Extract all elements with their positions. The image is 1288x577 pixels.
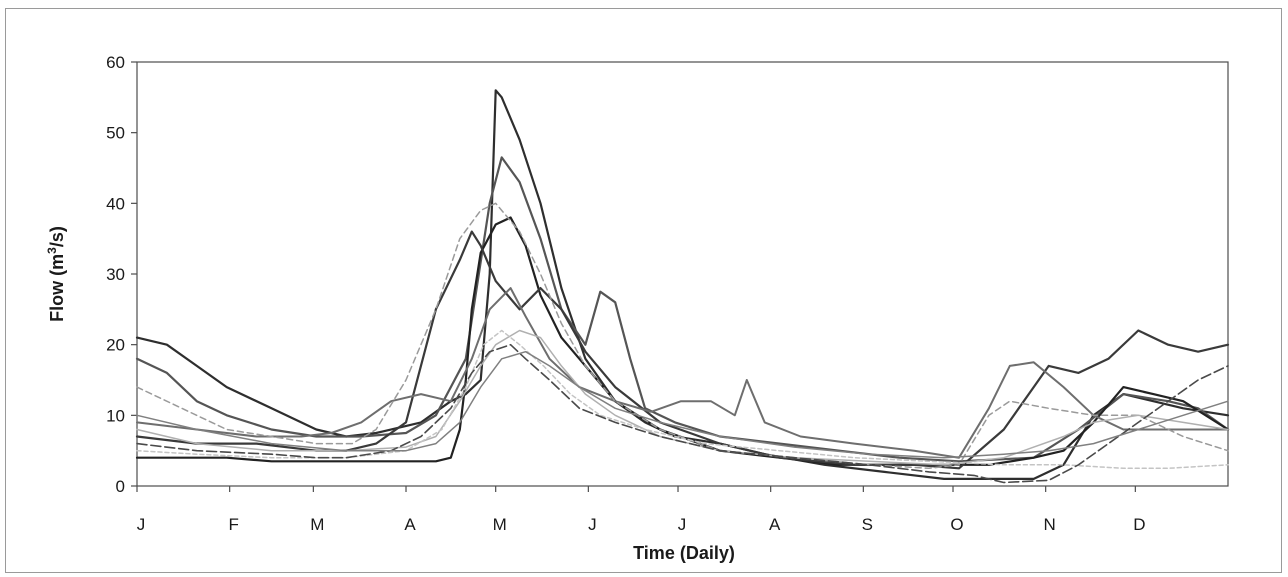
y-title-sup: 3	[45, 247, 59, 254]
y-tick-label: 30	[106, 265, 125, 284]
series-line-6	[136, 202, 1229, 470]
labels: 0 10 20 30 40 50 60 J F M A M J J A S O N D	[106, 53, 1145, 534]
chart-frame	[5, 8, 1282, 573]
y-tick-label: 40	[106, 194, 125, 213]
y-tick-label: 50	[106, 124, 125, 143]
x-tick-label: D	[1133, 515, 1145, 534]
series-line-3	[135, 216, 1230, 466]
x-tick-label: O	[950, 515, 963, 534]
series-line-2	[135, 156, 1230, 463]
series-line-7	[136, 329, 1229, 466]
x-axis-title: Time (Daily)	[633, 543, 735, 563]
y-title-tail: /s)	[47, 226, 67, 247]
y-tick-label: 60	[106, 53, 125, 72]
y-tick-label: 0	[116, 477, 125, 496]
x-tick-label: M	[310, 515, 324, 534]
x-tick-label: F	[228, 515, 238, 534]
x-tick-label: M	[493, 515, 507, 534]
x-tick-label: A	[404, 515, 416, 534]
series-layer	[135, 89, 1230, 484]
x-tick-label: J	[137, 515, 146, 534]
series-line-5	[136, 287, 1229, 459]
x-tick-label: S	[862, 515, 873, 534]
y-axis-title: Flow (m3/s)	[45, 226, 67, 322]
y-tick-label: 20	[106, 336, 125, 355]
x-tick-label: A	[769, 515, 781, 534]
x-tick-label: N	[1044, 515, 1056, 534]
series-line-4	[135, 230, 1230, 470]
y-tick-label: 10	[106, 406, 125, 425]
series-line-1	[135, 89, 1230, 480]
series-line-8	[136, 329, 1229, 470]
series-line-10	[136, 350, 1229, 459]
axes	[131, 61, 1229, 492]
y-title-base: Flow (m	[47, 254, 67, 322]
series-line-9	[136, 343, 1229, 484]
x-tick-label: J	[588, 515, 597, 534]
x-tick-label: J	[678, 515, 687, 534]
